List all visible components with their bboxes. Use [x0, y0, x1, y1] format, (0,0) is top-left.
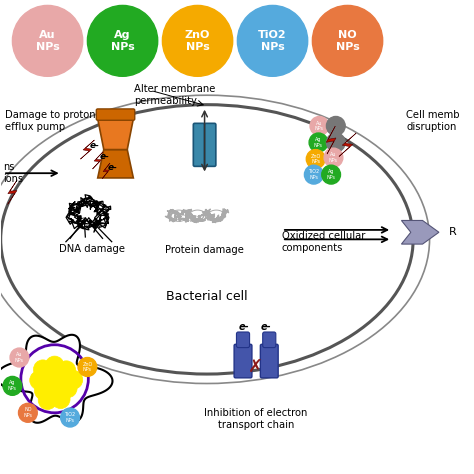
FancyBboxPatch shape	[205, 123, 216, 166]
Text: e-: e-	[90, 141, 100, 150]
Circle shape	[45, 356, 64, 375]
Text: Au
NPs: Au NPs	[15, 352, 24, 363]
Circle shape	[38, 391, 57, 410]
Circle shape	[87, 5, 158, 76]
Text: TiO2
NPs: TiO2 NPs	[258, 30, 287, 52]
Text: Protein damage: Protein damage	[165, 245, 244, 255]
Text: e-: e-	[261, 322, 272, 332]
Text: Ag
NPs: Ag NPs	[314, 137, 323, 148]
Polygon shape	[0, 335, 112, 423]
Text: TiO2
NPs: TiO2 NPs	[308, 169, 319, 180]
FancyBboxPatch shape	[96, 109, 135, 120]
Text: ions: ions	[3, 174, 23, 184]
FancyBboxPatch shape	[193, 123, 205, 166]
Polygon shape	[102, 163, 110, 179]
Circle shape	[61, 408, 80, 427]
Circle shape	[327, 117, 345, 136]
Text: ns: ns	[3, 162, 14, 172]
Circle shape	[78, 357, 97, 376]
Text: ZnO
NPs: ZnO NPs	[82, 362, 92, 373]
Text: NO
NPs: NO NPs	[23, 408, 32, 418]
Text: Au
NPs: Au NPs	[315, 120, 324, 131]
Circle shape	[18, 403, 37, 422]
Text: Cell memb
disruption: Cell memb disruption	[406, 110, 460, 132]
Circle shape	[324, 148, 343, 167]
Circle shape	[10, 348, 29, 367]
Text: TiO2
NPs: TiO2 NPs	[64, 412, 76, 423]
Circle shape	[58, 379, 77, 398]
Circle shape	[54, 367, 73, 386]
Text: Alter membrane
permeability: Alter membrane permeability	[134, 84, 216, 106]
Circle shape	[34, 360, 52, 379]
Circle shape	[42, 368, 61, 387]
Circle shape	[322, 165, 340, 184]
Circle shape	[306, 150, 325, 168]
FancyBboxPatch shape	[263, 332, 276, 347]
FancyBboxPatch shape	[234, 344, 252, 378]
Text: R: R	[449, 227, 457, 237]
Text: NO
NPs: NO NPs	[336, 30, 359, 52]
Circle shape	[64, 370, 83, 389]
Polygon shape	[326, 126, 336, 154]
Circle shape	[57, 361, 76, 380]
Circle shape	[309, 133, 328, 152]
Text: Inhibition of electron
transport chain: Inhibition of electron transport chain	[204, 408, 308, 430]
Text: Ag
NPs: Ag NPs	[327, 169, 336, 180]
Text: Ag
NPs: Ag NPs	[8, 381, 17, 391]
Circle shape	[237, 5, 308, 76]
Polygon shape	[92, 152, 103, 169]
Text: ✗: ✗	[248, 358, 263, 376]
Circle shape	[327, 133, 345, 152]
Circle shape	[310, 117, 329, 136]
Text: ZnO
NPs: ZnO NPs	[185, 30, 210, 52]
Polygon shape	[98, 150, 133, 178]
Circle shape	[35, 381, 53, 400]
FancyBboxPatch shape	[237, 332, 250, 347]
Polygon shape	[8, 180, 17, 204]
Text: DNA damage: DNA damage	[59, 244, 125, 254]
Circle shape	[46, 380, 65, 399]
FancyBboxPatch shape	[260, 344, 278, 378]
Circle shape	[3, 376, 22, 395]
Polygon shape	[401, 220, 439, 244]
Text: Ag
NPs: Ag NPs	[111, 30, 135, 52]
Text: Oxidized cellular
components: Oxidized cellular components	[282, 231, 365, 253]
Circle shape	[304, 165, 323, 184]
Polygon shape	[81, 140, 94, 159]
Circle shape	[12, 5, 83, 76]
Text: ZnO
NPs: ZnO NPs	[310, 154, 321, 164]
Text: e-: e-	[108, 164, 118, 173]
Text: Damage to proton
efflux pump: Damage to proton efflux pump	[5, 110, 96, 132]
Circle shape	[312, 5, 383, 76]
Text: Au
NPs: Au NPs	[36, 30, 59, 52]
Text: e-: e-	[100, 153, 109, 162]
Text: Au
NPs: Au NPs	[329, 152, 338, 163]
Text: e-: e-	[238, 322, 249, 332]
Polygon shape	[339, 133, 356, 156]
Polygon shape	[98, 119, 133, 150]
Text: Bacterial cell: Bacterial cell	[166, 290, 248, 302]
Circle shape	[163, 5, 233, 76]
Circle shape	[51, 390, 70, 409]
Circle shape	[30, 371, 48, 390]
